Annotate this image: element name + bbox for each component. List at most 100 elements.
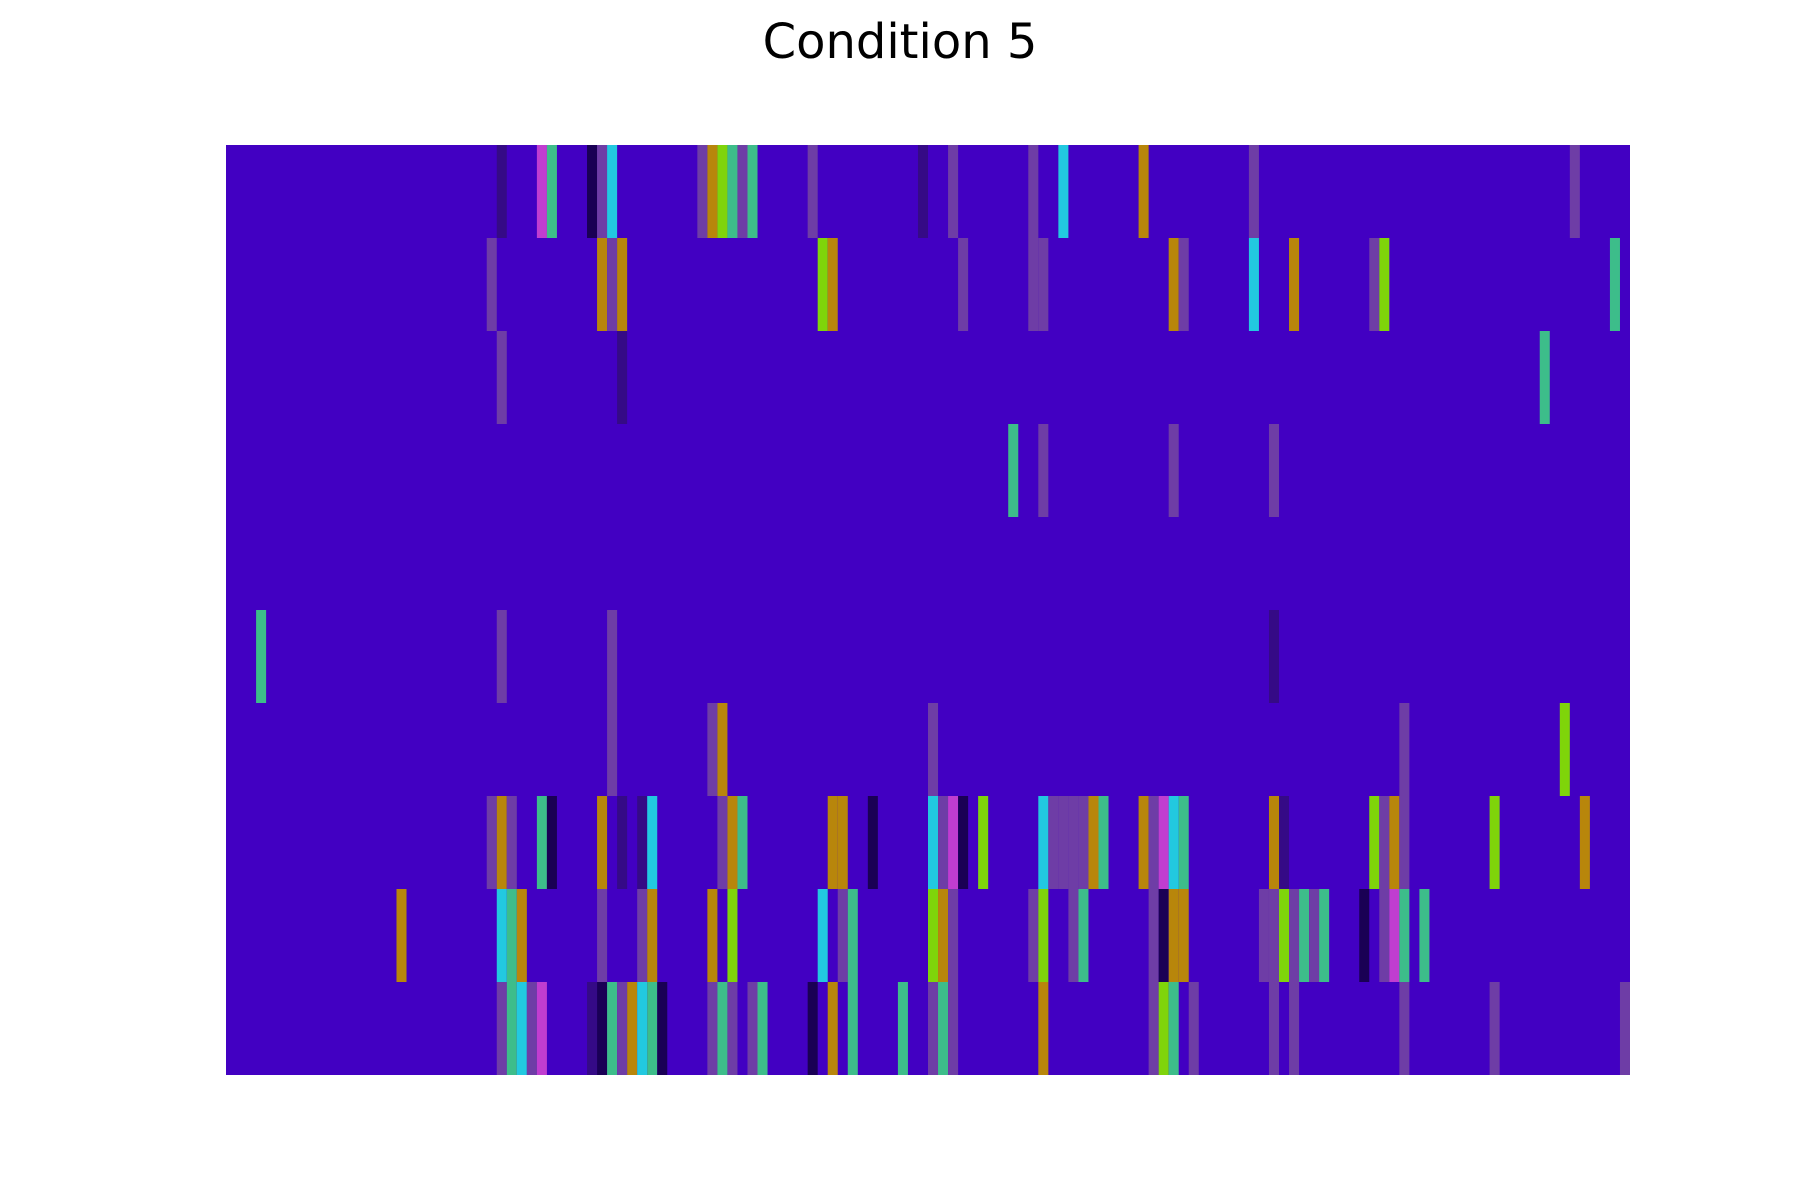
heatmap-cell [928, 889, 939, 982]
heatmap-cell [1138, 145, 1149, 238]
heatmap-cell [867, 796, 878, 889]
heatmap-cell [496, 796, 507, 889]
heatmap-cell [1138, 796, 1149, 889]
heatmap-cell [617, 238, 628, 331]
heatmap-cell [256, 610, 267, 703]
heatmap-cell [607, 610, 618, 703]
heatmap-cell [1058, 796, 1069, 889]
heatmap-cell [707, 982, 718, 1075]
heatmap-cell [496, 889, 507, 982]
heatmap-cell [807, 982, 818, 1075]
heatmap-cell [1489, 982, 1500, 1075]
heatmap-cell [978, 796, 989, 889]
heatmap-cell [1008, 424, 1019, 517]
heatmap-cell [928, 982, 939, 1075]
heatmap-cell [647, 982, 658, 1075]
heatmap-cell [597, 982, 608, 1075]
heatmap-cell [897, 982, 908, 1075]
heatmap-cell [817, 238, 828, 331]
heatmap-cell [516, 982, 527, 1075]
heatmap-cell [546, 145, 557, 238]
heatmap-cell [817, 889, 828, 982]
heatmap-cell [536, 982, 547, 1075]
heatmap-cell [1148, 982, 1159, 1075]
heatmap-cell [1258, 889, 1269, 982]
heatmap-cell [1389, 796, 1400, 889]
heatmap-cell [917, 145, 928, 238]
heatmap-cell [496, 610, 507, 703]
heatmap-cell [938, 982, 949, 1075]
heatmap-cell [607, 238, 618, 331]
heatmap-cell [1268, 982, 1279, 1075]
heatmap-cell [516, 889, 527, 982]
heatmap-cell [837, 796, 848, 889]
chart-title: Condition 5 [762, 14, 1038, 70]
heatmap-cell [607, 703, 618, 796]
heatmap-cell [1158, 889, 1169, 982]
heatmap-cell [496, 982, 507, 1075]
heatmap-cell [496, 145, 507, 238]
heatmap-cell [607, 982, 618, 1075]
heatmap-cell [1168, 982, 1179, 1075]
heatmap-cell [727, 982, 738, 1075]
heatmap-cell [717, 145, 728, 238]
heatmap-cell [707, 889, 718, 982]
heatmap-cell [1038, 424, 1049, 517]
heatmap-cell [1078, 796, 1089, 889]
heatmap-cell [1248, 145, 1259, 238]
heatmap-cell [597, 238, 608, 331]
heatmap-cell [948, 145, 959, 238]
heatmap-cell [727, 796, 738, 889]
heatmap-cell [1379, 889, 1390, 982]
heatmap-cell [948, 982, 959, 1075]
heatmap-cell [958, 238, 969, 331]
heatmap-cell [1369, 796, 1380, 889]
heatmap-cell [1038, 889, 1049, 982]
heatmap-cell [958, 796, 969, 889]
heatmap-cell [1068, 796, 1079, 889]
heatmap-cell [827, 796, 838, 889]
heatmap-cell [1309, 889, 1320, 982]
heatmap-cell [1399, 889, 1410, 982]
heatmap-cell [617, 982, 628, 1075]
heatmap-cell [1178, 796, 1189, 889]
heatmap-cell [1028, 889, 1039, 982]
heatmap-cell [536, 796, 547, 889]
heatmap-cell [1268, 424, 1279, 517]
heatmap-cell [486, 238, 497, 331]
heatmap-cell [1289, 238, 1300, 331]
heatmap-cell [707, 703, 718, 796]
heatmap-cell [1028, 238, 1039, 331]
heatmap-cell [1028, 145, 1039, 238]
heatmap-cell [1539, 331, 1550, 424]
heatmap-cell [1038, 796, 1049, 889]
heatmap-cell [1579, 796, 1590, 889]
heatmap-cell [1559, 703, 1570, 796]
heatmap-cell [827, 238, 838, 331]
heatmap-cell [1168, 796, 1179, 889]
heatmap-cell [647, 796, 658, 889]
heatmap-cell [1248, 238, 1259, 331]
heatmap-cell [1619, 982, 1630, 1075]
heatmap-cell [1068, 889, 1079, 982]
heatmap-cell [597, 889, 608, 982]
heatmap-cell [506, 796, 517, 889]
heatmap-cell [506, 889, 517, 982]
heatmap-cell [637, 982, 648, 1075]
heatmap-cell [637, 796, 648, 889]
heatmap-cell [587, 982, 598, 1075]
heatmap-cell [1279, 796, 1290, 889]
heatmap-cell [1419, 889, 1430, 982]
heatmap-cell [1389, 889, 1400, 982]
heatmap-cell [1299, 889, 1310, 982]
heatmap-cell [1399, 703, 1410, 796]
heatmap-cell [637, 889, 648, 982]
heatmap-cell [486, 796, 497, 889]
heatmap-cell [1038, 982, 1049, 1075]
heatmap-cell [707, 145, 718, 238]
heatmap-cell [1078, 889, 1089, 982]
heatmap-cell [737, 145, 748, 238]
heatmap-cell [948, 796, 959, 889]
heatmap-cell [396, 889, 407, 982]
